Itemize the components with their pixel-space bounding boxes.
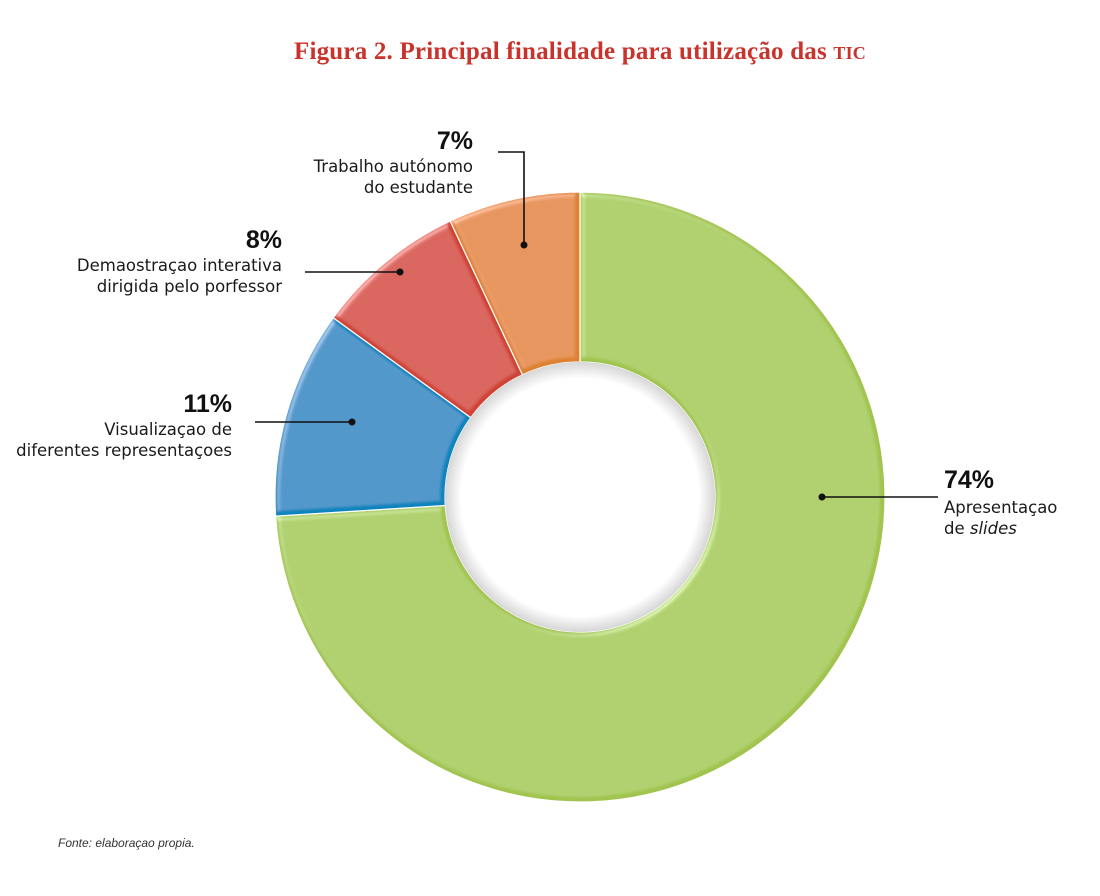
donut-hole xyxy=(445,362,715,632)
slices-layer xyxy=(274,191,886,803)
slice-category-label-3b: dirigida pelo porfessor xyxy=(97,277,282,296)
slice-category-label-2a: Visualizaçao de xyxy=(104,420,232,439)
slice-value-label-1: 74% xyxy=(944,466,994,494)
chart-title-tic: tic xyxy=(833,38,866,65)
callout-dot-3 xyxy=(396,268,404,276)
slice-value-label-4: 7% xyxy=(437,127,473,155)
slice-value-label-2: 11% xyxy=(183,390,232,418)
callout-dot-4 xyxy=(520,241,528,249)
slice-category-label-2b: diferentes representaçoes xyxy=(16,441,232,460)
chart-title: Figura 2. Principal finalidade para util… xyxy=(0,38,1100,66)
callouts-layer xyxy=(255,151,938,501)
slice-category-label-4b: do estudante xyxy=(364,178,473,197)
slice-category-label-3a: Demaostraçao interativa xyxy=(77,256,282,275)
slice-category-label-1a: Apresentaçao xyxy=(944,498,1057,517)
slice-value-label-3: 8% xyxy=(246,226,282,254)
callout-dot-2 xyxy=(348,418,356,426)
chart-title-text: Figura 2. Principal finalidade para util… xyxy=(293,38,834,65)
slice-category-label-1b: de slides xyxy=(944,519,1017,538)
callout-line-4 xyxy=(498,151,525,245)
callout-dot-1 xyxy=(818,493,826,501)
source-note: Fonte: elaboraçao propia. xyxy=(58,836,195,850)
slice-category-label-4a: Trabalho autónomo xyxy=(313,157,473,176)
labels-layer: 74% Apresentaçao de slides 11% Visualizaçao … xyxy=(16,127,1057,538)
